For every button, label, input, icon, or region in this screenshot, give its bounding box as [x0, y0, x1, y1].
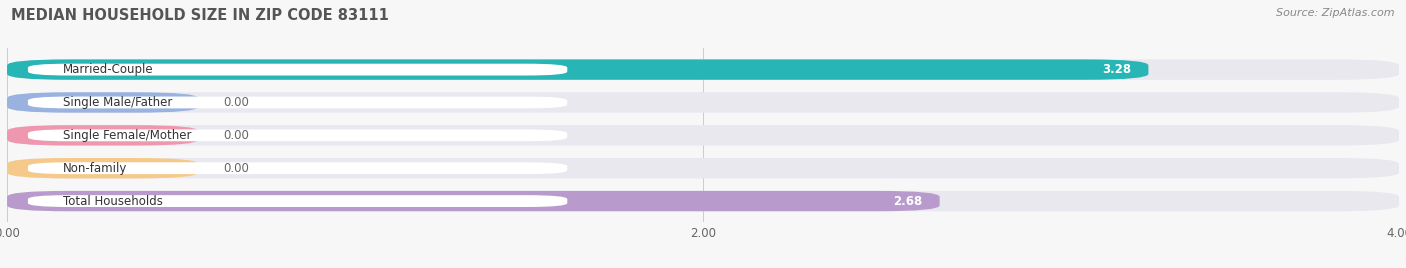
FancyBboxPatch shape — [7, 92, 1399, 113]
Text: Single Female/Mother: Single Female/Mother — [63, 129, 191, 142]
Text: 0.00: 0.00 — [222, 129, 249, 142]
FancyBboxPatch shape — [7, 191, 939, 211]
Text: 0.00: 0.00 — [222, 96, 249, 109]
Text: Total Households: Total Households — [63, 195, 163, 208]
Text: 3.28: 3.28 — [1102, 63, 1130, 76]
FancyBboxPatch shape — [28, 195, 567, 207]
FancyBboxPatch shape — [7, 125, 198, 146]
FancyBboxPatch shape — [7, 92, 198, 113]
Text: Source: ZipAtlas.com: Source: ZipAtlas.com — [1277, 8, 1395, 18]
Text: Non-family: Non-family — [63, 162, 127, 175]
FancyBboxPatch shape — [7, 191, 1399, 211]
Text: 2.68: 2.68 — [893, 195, 922, 208]
FancyBboxPatch shape — [28, 64, 567, 76]
FancyBboxPatch shape — [7, 158, 198, 178]
FancyBboxPatch shape — [7, 59, 1399, 80]
FancyBboxPatch shape — [7, 59, 1149, 80]
FancyBboxPatch shape — [28, 129, 567, 141]
Text: Married-Couple: Married-Couple — [63, 63, 153, 76]
FancyBboxPatch shape — [28, 162, 567, 174]
FancyBboxPatch shape — [7, 158, 1399, 178]
FancyBboxPatch shape — [7, 125, 1399, 146]
Text: Single Male/Father: Single Male/Father — [63, 96, 172, 109]
FancyBboxPatch shape — [28, 96, 567, 108]
Text: 0.00: 0.00 — [222, 162, 249, 175]
Text: MEDIAN HOUSEHOLD SIZE IN ZIP CODE 83111: MEDIAN HOUSEHOLD SIZE IN ZIP CODE 83111 — [11, 8, 389, 23]
